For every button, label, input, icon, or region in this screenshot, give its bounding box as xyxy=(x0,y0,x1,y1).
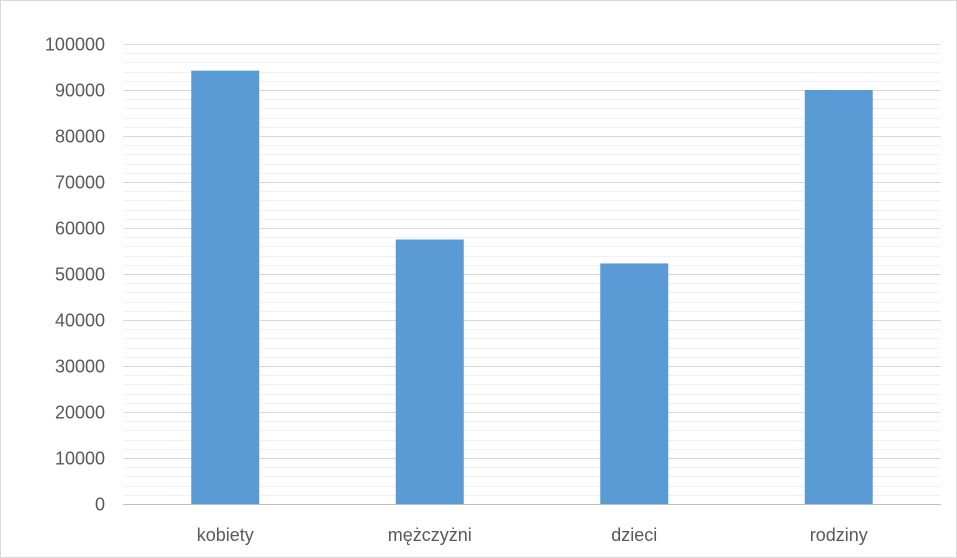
gridlines xyxy=(123,44,941,496)
bar-2 xyxy=(395,239,464,504)
y-axis-tick-labels: 0 10000 20000 30000 40000 50000 60000 70000 8000… xyxy=(45,35,105,515)
bar-4 xyxy=(804,90,873,504)
y-tick-label: 30000 xyxy=(55,357,105,377)
y-tick-label: 10000 xyxy=(55,449,105,469)
y-tick-label: 80000 xyxy=(55,127,105,147)
y-tick-label: 20000 xyxy=(55,403,105,423)
x-category-label: kobiety xyxy=(197,525,254,545)
y-tick-label: 90000 xyxy=(55,81,105,101)
bar-1 xyxy=(191,70,260,505)
y-tick-label: 40000 xyxy=(55,311,105,331)
y-tick-label: 70000 xyxy=(55,173,105,193)
bars xyxy=(191,70,873,505)
y-tick-label: 0 xyxy=(95,495,105,515)
y-tick-label: 50000 xyxy=(55,265,105,285)
x-axis-category-labels: kobiety mężczyżni dzieci rodziny xyxy=(197,525,868,545)
bar-3 xyxy=(600,263,669,504)
x-category-label: dzieci xyxy=(611,525,657,545)
y-tick-label: 100000 xyxy=(45,35,105,55)
y-tick-label: 60000 xyxy=(55,219,105,239)
x-category-label: mężczyżni xyxy=(388,525,472,545)
x-category-label: rodziny xyxy=(810,525,868,545)
